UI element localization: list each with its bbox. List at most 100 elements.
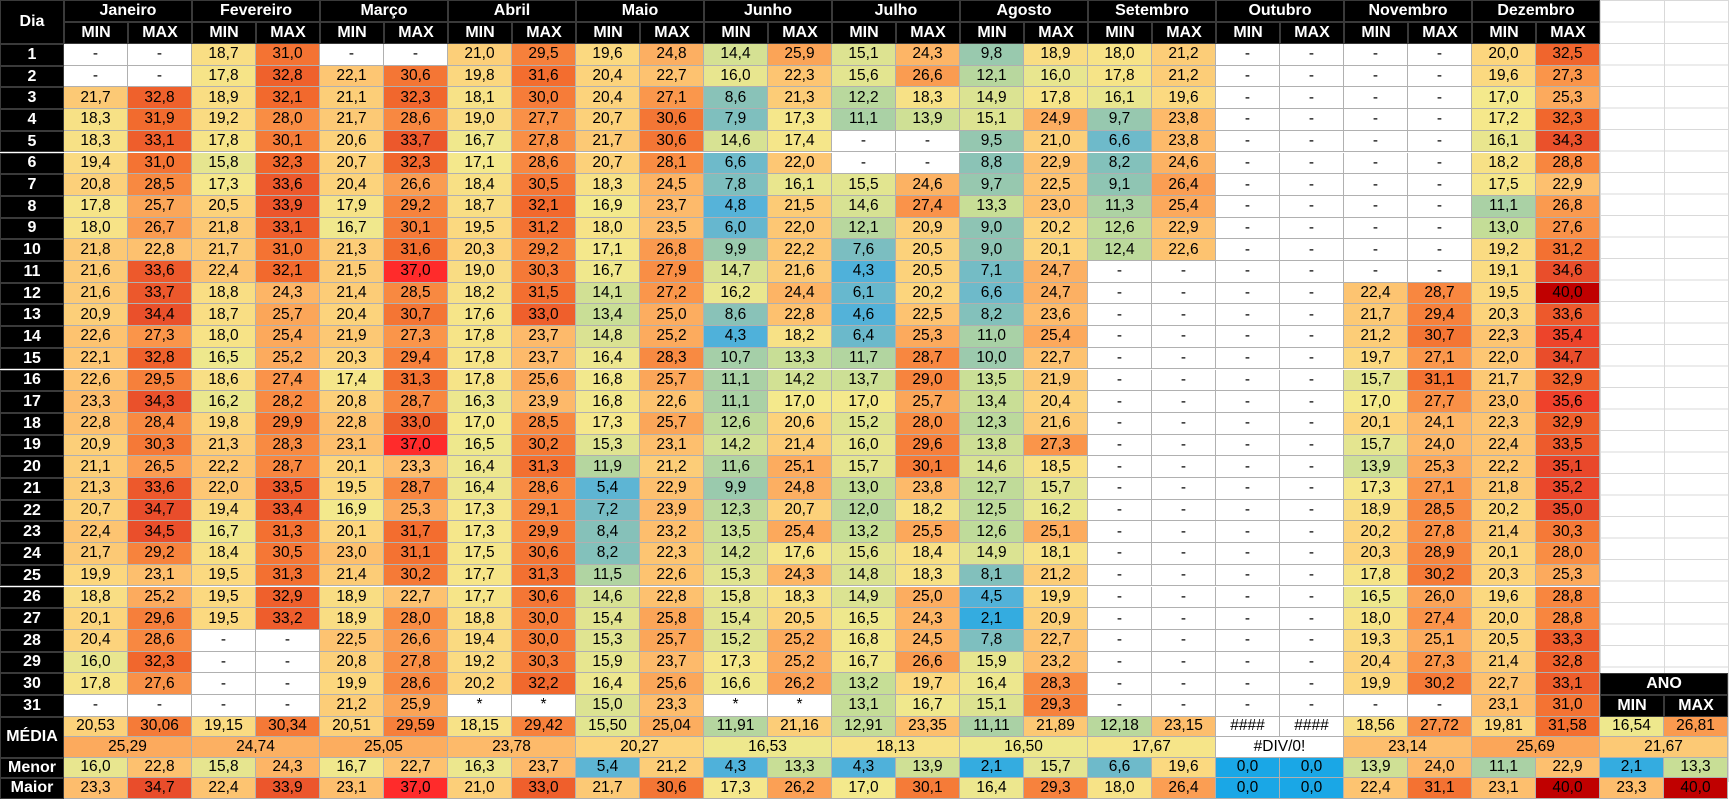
temperature-cell[interactable]: 30,6 xyxy=(384,65,448,88)
media-combined-cell[interactable]: 23,78 xyxy=(448,737,576,758)
max-header-12[interactable]: MAX xyxy=(1536,22,1600,44)
temperature-cell[interactable]: 17,3 xyxy=(448,521,512,544)
temperature-cell[interactable]: 28,8 xyxy=(1536,586,1600,609)
temperature-cell[interactable]: - xyxy=(1408,239,1472,261)
temperature-cell[interactable]: - xyxy=(1216,478,1280,500)
day-label[interactable]: 4 xyxy=(0,109,64,131)
temperature-cell[interactable]: 29,2 xyxy=(128,543,192,565)
temperature-cell[interactable]: 18,8 xyxy=(64,586,128,609)
temperature-cell[interactable]: 28,6 xyxy=(128,629,192,652)
temperature-cell[interactable]: - xyxy=(1280,651,1344,674)
temperature-cell[interactable]: 25,5 xyxy=(896,521,960,544)
temperature-cell[interactable]: - xyxy=(320,44,384,66)
temperature-cell[interactable]: - xyxy=(1216,174,1280,196)
temperature-cell[interactable]: 35,4 xyxy=(1536,326,1600,348)
min-header-12[interactable]: MIN xyxy=(1472,22,1536,44)
temperature-cell[interactable]: 14,4 xyxy=(704,44,768,66)
maior-cell[interactable]: 33,9 xyxy=(256,778,320,799)
temperature-cell[interactable]: 15,9 xyxy=(576,651,640,674)
temperature-cell[interactable]: 21,3 xyxy=(64,478,128,500)
media-combined-cell[interactable]: 16,53 xyxy=(704,737,832,758)
temperature-cell[interactable]: 4,3 xyxy=(832,261,896,283)
temperature-cell[interactable]: - xyxy=(1344,195,1408,218)
temperature-cell[interactable]: 21,8 xyxy=(1472,478,1536,500)
temperature-cell[interactable]: 31,1 xyxy=(384,543,448,565)
temperature-cell[interactable]: - xyxy=(1344,174,1408,196)
temperature-cell[interactable]: 15,2 xyxy=(704,629,768,652)
temperature-cell[interactable]: 4,5 xyxy=(960,586,1024,609)
media-cell[interactable]: 29,42 xyxy=(512,716,576,738)
temperature-cell[interactable]: - xyxy=(1152,673,1216,695)
temperature-cell[interactable]: 15,4 xyxy=(704,608,768,630)
temperature-cell[interactable]: 11,0 xyxy=(960,326,1024,348)
temperature-cell[interactable]: 23,7 xyxy=(640,651,704,674)
temperature-cell[interactable]: - xyxy=(1408,87,1472,110)
temperature-cell[interactable]: 20,0 xyxy=(1472,44,1536,66)
temperature-cell[interactable]: - xyxy=(1344,695,1408,717)
temperature-cell[interactable]: 27,6 xyxy=(1536,217,1600,240)
temperature-cell[interactable]: 32,1 xyxy=(256,87,320,110)
temperature-cell[interactable]: 16,9 xyxy=(320,499,384,522)
media-combined-cell[interactable]: 18,13 xyxy=(832,737,960,758)
temperature-cell[interactable]: - xyxy=(1344,130,1408,153)
temperature-cell[interactable]: - xyxy=(1408,109,1472,131)
temperature-cell[interactable]: 32,3 xyxy=(128,651,192,674)
temperature-cell[interactable]: 9,0 xyxy=(960,239,1024,261)
temperature-cell[interactable]: 25,9 xyxy=(384,695,448,717)
min-header-5[interactable]: MIN xyxy=(576,22,640,44)
temperature-cell[interactable]: 12,6 xyxy=(960,521,1024,544)
temperature-cell[interactable]: 7,8 xyxy=(704,174,768,196)
temperature-cell[interactable]: 16,0 xyxy=(832,434,896,457)
month-header-1[interactable]: Janeiro xyxy=(64,0,192,22)
media-cell[interactable]: 31,58 xyxy=(1536,716,1600,738)
temperature-cell[interactable]: 20,3 xyxy=(1472,304,1536,327)
temperature-cell[interactable]: 16,5 xyxy=(832,608,896,630)
day-label[interactable]: 2 xyxy=(0,65,64,88)
temperature-cell[interactable]: 15,3 xyxy=(704,564,768,587)
menor-cell[interactable]: 22,9 xyxy=(1536,757,1600,779)
temperature-cell[interactable]: - xyxy=(1408,695,1472,717)
temperature-cell[interactable]: - xyxy=(1216,65,1280,88)
temperature-cell[interactable]: 21,7 xyxy=(1472,369,1536,392)
temperature-cell[interactable]: 29,2 xyxy=(384,195,448,218)
temperature-cell[interactable]: 34,7 xyxy=(128,499,192,522)
temperature-cell[interactable]: 22,8 xyxy=(640,586,704,609)
temperature-cell[interactable]: 37,0 xyxy=(384,434,448,457)
temperature-cell[interactable]: 16,7 xyxy=(320,217,384,240)
temperature-cell[interactable]: 19,3 xyxy=(1344,629,1408,652)
temperature-cell[interactable]: 21,2 xyxy=(1152,44,1216,66)
temperature-cell[interactable]: 26,7 xyxy=(128,217,192,240)
temperature-cell[interactable]: 29,1 xyxy=(512,499,576,522)
temperature-cell[interactable]: - xyxy=(1280,130,1344,153)
temperature-cell[interactable]: - xyxy=(1216,109,1280,131)
temperature-cell[interactable]: 20,1 xyxy=(1344,412,1408,435)
temperature-cell[interactable]: 17,1 xyxy=(576,239,640,261)
temperature-cell[interactable]: - xyxy=(1280,695,1344,717)
temperature-cell[interactable]: 17,8 xyxy=(192,130,256,153)
min-header-9[interactable]: MIN xyxy=(1088,22,1152,44)
month-header-4[interactable]: Abril xyxy=(448,0,576,22)
temperature-cell[interactable]: 29,9 xyxy=(512,521,576,544)
temperature-cell[interactable]: 19,0 xyxy=(448,261,512,283)
media-cell[interactable]: 21,89 xyxy=(1024,716,1088,738)
day-label[interactable]: 12 xyxy=(0,282,64,305)
max-header-1[interactable]: MAX xyxy=(128,22,192,44)
temperature-cell[interactable]: 4,3 xyxy=(704,326,768,348)
temperature-cell[interactable]: 17,8 xyxy=(1024,87,1088,110)
temperature-cell[interactable]: 28,3 xyxy=(256,434,320,457)
temperature-cell[interactable]: 21,7 xyxy=(576,130,640,153)
ano-maior-min[interactable]: 23,3 xyxy=(1600,778,1664,799)
temperature-cell[interactable]: 26,0 xyxy=(1408,586,1472,609)
temperature-cell[interactable]: 15,8 xyxy=(192,152,256,175)
temperature-cell[interactable]: 29,2 xyxy=(512,239,576,261)
day-label[interactable]: 13 xyxy=(0,304,64,327)
temperature-cell[interactable]: - xyxy=(896,152,960,175)
temperature-cell[interactable]: 18,6 xyxy=(192,369,256,392)
temperature-cell[interactable]: 31,3 xyxy=(256,564,320,587)
media-combined-cell[interactable]: 17,67 xyxy=(1088,737,1216,758)
temperature-cell[interactable]: 32,3 xyxy=(256,152,320,175)
temperature-cell[interactable]: 22,0 xyxy=(1472,347,1536,370)
temperature-cell[interactable]: 30,7 xyxy=(384,304,448,327)
temperature-cell[interactable]: 25,3 xyxy=(384,499,448,522)
temperature-cell[interactable]: 25,7 xyxy=(640,412,704,435)
